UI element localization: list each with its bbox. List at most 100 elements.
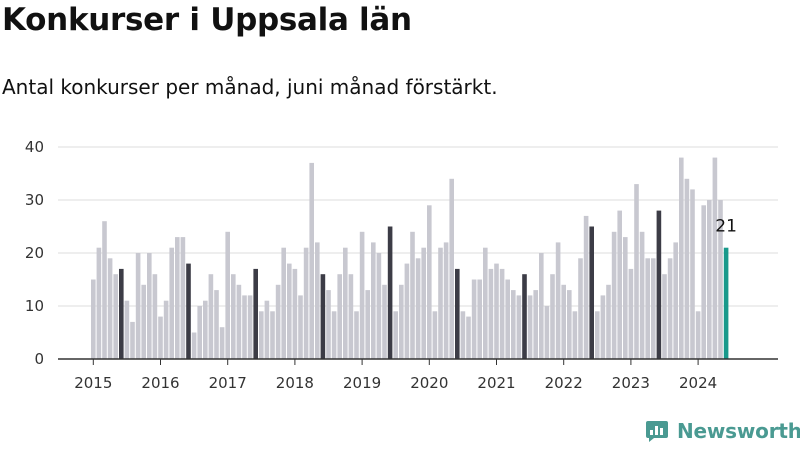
bar	[695, 311, 701, 359]
bar	[135, 253, 141, 359]
bar	[281, 247, 286, 359]
bar	[600, 295, 606, 359]
bar	[466, 316, 471, 359]
bar	[639, 231, 645, 359]
bar	[180, 237, 186, 359]
bar	[701, 205, 706, 359]
bar	[247, 295, 253, 359]
bar	[707, 200, 712, 359]
bar	[253, 268, 258, 359]
bar	[91, 279, 96, 359]
bar	[662, 274, 667, 359]
bar	[410, 231, 415, 359]
bar	[124, 300, 130, 359]
bar	[404, 263, 410, 359]
bar	[236, 284, 242, 359]
bar	[595, 311, 600, 359]
bar	[219, 327, 225, 359]
y-tick-label: 30	[25, 191, 44, 209]
bar	[533, 290, 538, 359]
bar	[511, 290, 516, 359]
bar	[494, 263, 499, 359]
bar	[539, 253, 544, 359]
bar	[488, 268, 494, 359]
bar	[578, 258, 583, 359]
bar	[337, 274, 342, 359]
bar	[634, 184, 639, 359]
bar	[292, 268, 298, 359]
x-tick-label: 2022	[545, 374, 583, 392]
chart-subtitle: Antal konkurser per månad, juni månad fö…	[2, 75, 498, 99]
bar	[628, 268, 634, 359]
bar	[550, 274, 555, 359]
bar	[175, 237, 180, 359]
bar	[617, 210, 622, 359]
bar	[723, 247, 729, 359]
bar	[544, 306, 550, 359]
x-tick-label: 2024	[679, 374, 717, 392]
bar	[477, 279, 482, 359]
bar	[147, 253, 152, 359]
bar	[382, 284, 387, 359]
bar	[320, 274, 326, 359]
bar	[387, 226, 393, 359]
bar	[443, 242, 449, 359]
bar	[354, 311, 359, 359]
bar	[208, 274, 214, 359]
bar	[449, 178, 454, 359]
brand-name: Newsworthy	[677, 419, 800, 443]
y-tick-label: 20	[25, 244, 44, 262]
bar	[522, 274, 527, 359]
bar	[589, 226, 594, 359]
bar	[343, 247, 348, 359]
bar	[331, 311, 337, 359]
bar	[365, 290, 370, 359]
x-tick-label: 2018	[276, 374, 314, 392]
bar	[287, 263, 292, 359]
newsworthy-icon	[646, 421, 668, 442]
bar	[645, 258, 650, 359]
bar	[673, 242, 678, 359]
bar	[718, 200, 723, 359]
bar	[561, 284, 566, 359]
bar	[516, 295, 522, 359]
bar	[499, 268, 505, 359]
bar	[667, 258, 673, 359]
bar	[460, 311, 466, 359]
bar	[141, 284, 146, 359]
bar	[163, 300, 169, 359]
y-tick-label: 40	[25, 138, 44, 156]
bar	[326, 290, 331, 359]
newsworthy-logo[interactable]: Newsworthy	[645, 419, 800, 443]
bar	[421, 247, 426, 359]
bar	[471, 279, 477, 359]
bar	[690, 189, 695, 359]
bar	[455, 268, 460, 359]
x-tick-label: 2017	[209, 374, 247, 392]
bar	[415, 258, 421, 359]
bar	[712, 157, 718, 359]
bar	[399, 284, 404, 359]
bar	[152, 274, 158, 359]
chart-title: Konkurser i Uppsala län	[2, 2, 412, 38]
bar	[119, 268, 124, 359]
bar	[309, 162, 314, 359]
bar	[505, 279, 510, 359]
bar	[438, 247, 443, 359]
bar	[359, 231, 365, 359]
bar	[158, 316, 163, 359]
bar	[527, 295, 533, 359]
bar	[432, 311, 438, 359]
bar	[242, 295, 247, 359]
bar	[264, 300, 270, 359]
bar	[259, 311, 264, 359]
bar	[107, 258, 113, 359]
bar	[376, 253, 382, 359]
bar	[214, 290, 219, 359]
x-tick-label: 2023	[612, 374, 650, 392]
bar	[231, 274, 236, 359]
bar	[572, 311, 578, 359]
bar	[298, 295, 303, 359]
bar	[567, 290, 572, 359]
bar	[303, 247, 309, 359]
